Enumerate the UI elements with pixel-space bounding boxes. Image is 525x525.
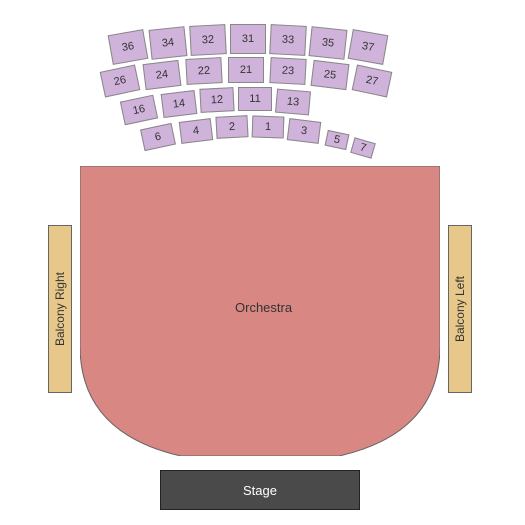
balcony-section-3[interactable]: 3 <box>287 118 321 144</box>
balcony-section-37[interactable]: 37 <box>348 29 389 65</box>
orchestra-label: Orchestra <box>235 300 292 315</box>
balcony-section-32[interactable]: 32 <box>189 24 227 56</box>
balcony-left-label: Balcony Left <box>453 276 467 342</box>
balcony-section-12[interactable]: 12 <box>199 87 234 113</box>
balcony-section-16[interactable]: 16 <box>120 95 158 126</box>
balcony-section-11[interactable]: 11 <box>238 87 272 111</box>
balcony-section-6[interactable]: 6 <box>140 123 176 151</box>
balcony-section-27[interactable]: 27 <box>352 65 393 98</box>
balcony-section-7[interactable]: 7 <box>350 137 376 158</box>
balcony-section-14[interactable]: 14 <box>161 90 198 118</box>
balcony-section-34[interactable]: 34 <box>149 26 188 60</box>
balcony-section-23[interactable]: 23 <box>269 57 306 85</box>
balcony-section-2[interactable]: 2 <box>215 115 248 139</box>
balcony-section-4[interactable]: 4 <box>179 118 213 144</box>
balcony-section-1[interactable]: 1 <box>252 115 285 138</box>
stage: Stage <box>160 470 360 510</box>
balcony-section-35[interactable]: 35 <box>309 26 348 60</box>
balcony-section-33[interactable]: 33 <box>269 24 307 56</box>
balcony-section-24[interactable]: 24 <box>143 60 182 90</box>
balcony-left[interactable]: Balcony Left <box>448 225 472 393</box>
stage-label: Stage <box>243 483 277 498</box>
balcony-section-13[interactable]: 13 <box>275 89 311 116</box>
balcony-right[interactable]: Balcony Right <box>48 225 72 393</box>
balcony-right-label: Balcony Right <box>53 272 67 346</box>
balcony-section-36[interactable]: 36 <box>108 29 149 65</box>
balcony-section-25[interactable]: 25 <box>311 60 350 90</box>
balcony-section-21[interactable]: 21 <box>228 57 264 83</box>
balcony-section-22[interactable]: 22 <box>185 57 222 85</box>
balcony-section-31[interactable]: 31 <box>230 24 266 54</box>
balcony-section-26[interactable]: 26 <box>100 65 141 98</box>
balcony-section-5[interactable]: 5 <box>325 130 350 150</box>
